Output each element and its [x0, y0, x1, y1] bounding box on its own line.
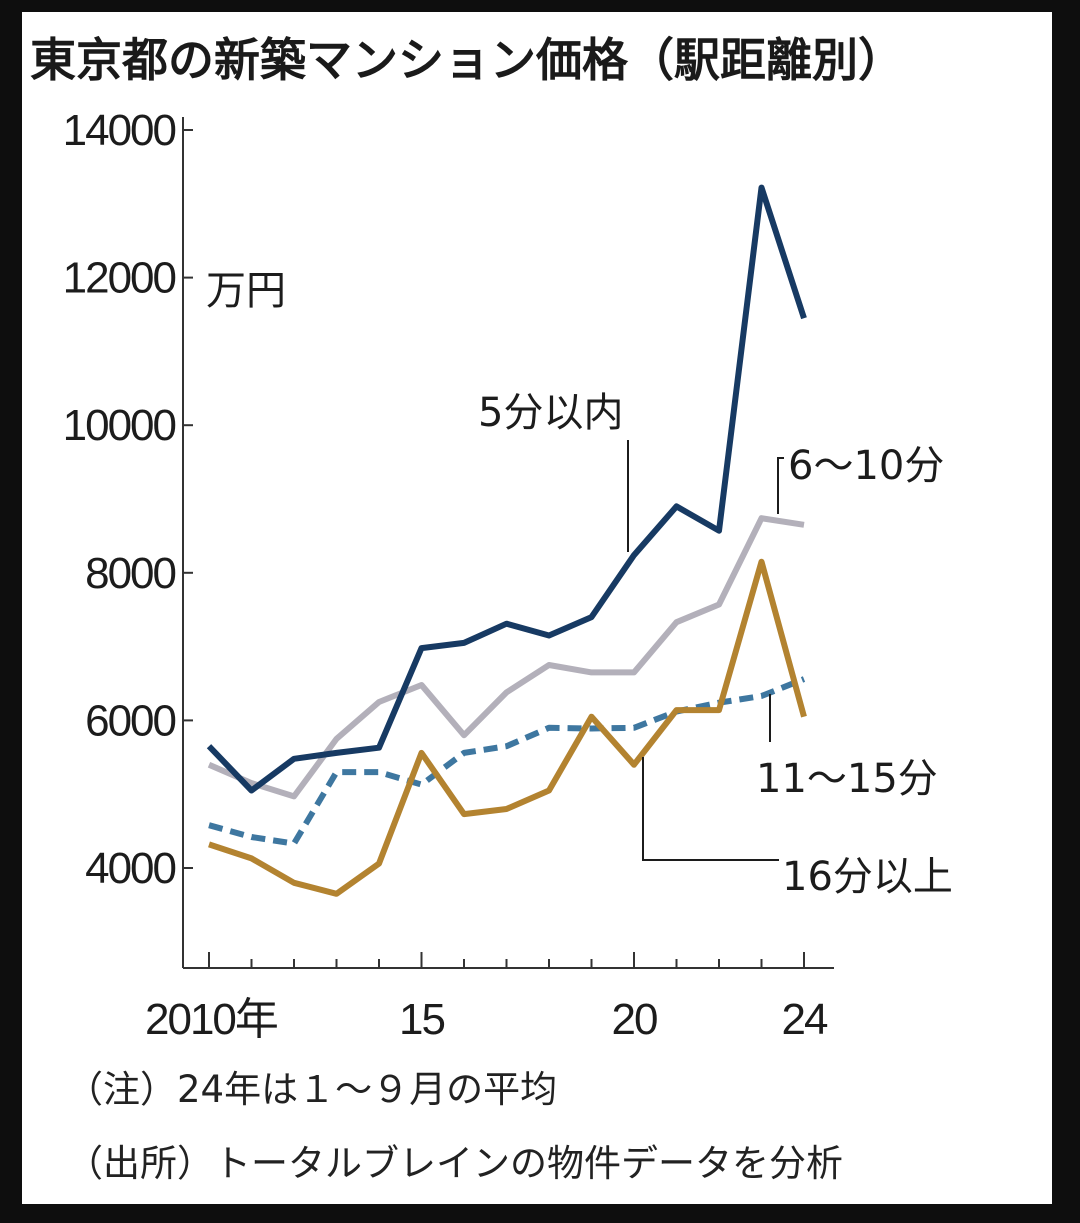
source-text: （出所）トータルブレインの物件データを分析	[66, 1142, 843, 1185]
series-line-1	[207, 515, 805, 800]
x-tick-label: 24	[782, 995, 828, 1044]
series-line-2	[208, 676, 806, 847]
series-line-0	[206, 184, 807, 794]
price-line-chart: 東京都の新築マンション価格（駅距離別） 4000 6000 8000 10000 120…	[30, 33, 953, 1185]
x-tick-label: 2010年	[145, 995, 277, 1044]
chart-title: 東京都の新築マンション価格（駅距離別）	[30, 33, 904, 87]
series-line-3	[208, 558, 807, 897]
annotation-leaders	[627, 440, 784, 861]
note-text: （注）24年は１～９月の平均	[66, 1068, 557, 1111]
x-tick-label: 15	[399, 995, 444, 1044]
y-axis-ticks: 4000 6000 8000 10000 12000 14000	[63, 106, 193, 893]
y-tick-label: 12000	[63, 254, 176, 303]
y-tick-label: 8000	[85, 549, 175, 598]
y-tick-label: 6000	[85, 696, 175, 745]
label-5min: 5分以内	[478, 390, 623, 436]
x-tick-label: 20	[612, 995, 657, 1044]
series-lines	[206, 184, 807, 897]
chart-card: 東京都の新築マンション価格（駅距離別） 4000 6000 8000 10000 120…	[22, 12, 1052, 1204]
label-11-15min: 11～15分	[756, 756, 938, 802]
x-axis-ticks: 2010年 15 20 24	[145, 952, 830, 1044]
y-tick-label: 4000	[85, 844, 175, 893]
label-6-10min: 6～10分	[788, 443, 944, 489]
leader-16min-plus	[642, 757, 779, 861]
y-tick-label: 14000	[63, 106, 176, 155]
unit-label: 万円	[206, 268, 286, 314]
label-16min-plus: 16分以上	[782, 854, 953, 900]
leader-6-10min	[777, 457, 784, 514]
y-tick-label: 10000	[63, 401, 176, 450]
